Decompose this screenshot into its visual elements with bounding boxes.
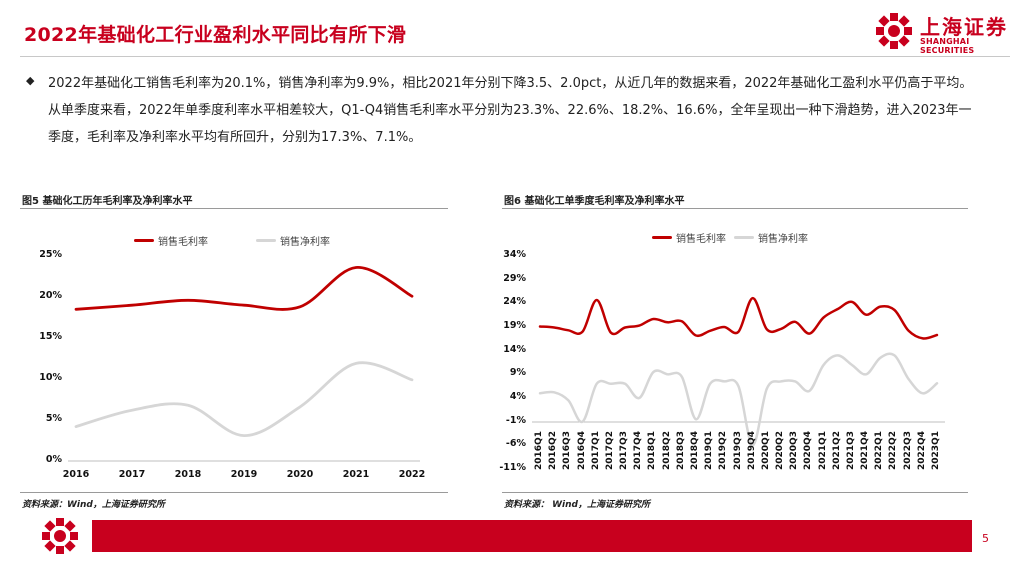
- chart2-ytick: -6%: [505, 438, 526, 450]
- chart2-gross-margin-line: [538, 296, 939, 340]
- chart2-source: 资料来源： Wind，上海证券研究所: [504, 500, 650, 510]
- chart2-xtick: 2016Q2: [548, 431, 559, 470]
- logo-emblem-icon: [876, 13, 912, 49]
- chart2-xtick: 2018Q1: [647, 431, 658, 470]
- chart2-xtick: 2021Q2: [831, 431, 842, 470]
- bullet-icon: ◆: [26, 74, 35, 87]
- footer-emblem-icon: [42, 518, 78, 554]
- chart1-xtick: 2022: [398, 469, 426, 480]
- chart2-xtick: 2017Q4: [633, 431, 644, 470]
- chart2-xtick: 2020Q4: [803, 431, 814, 470]
- chart1-xtick: 2021: [342, 469, 370, 480]
- chart1-xtick: 2016: [62, 469, 90, 480]
- chart1-ytick: 5%: [45, 413, 62, 424]
- logo-name-en: SHANGHAI SECURITIES: [920, 37, 975, 55]
- chart2-xtick: 2018Q4: [689, 431, 700, 470]
- chart1-ytick: 25%: [39, 249, 62, 260]
- chart1-ytick: 20%: [39, 290, 62, 301]
- footer-bar: [92, 520, 972, 552]
- brand-logo: 上海证券 SHANGHAI SECURITIES: [874, 8, 1014, 55]
- chart1-legend-gross: 销售毛利率: [134, 233, 208, 248]
- chart2-xtick: 2022Q3: [902, 431, 913, 470]
- chart1-source: 资料来源：Wind，上海证券研究所: [22, 500, 165, 510]
- chart2-xtick: 2017Q3: [619, 431, 630, 470]
- chart2-legend-gross: 销售毛利率: [652, 230, 726, 245]
- chart1-title: 图5 基础化工历年毛利率及净利率水平: [22, 196, 193, 207]
- chart1-net-margin-line: [74, 361, 414, 438]
- chart2-xtick: 2023Q1: [931, 431, 941, 470]
- chart2-xtick: 2016Q1: [534, 431, 544, 470]
- chart2-ytick: 4%: [509, 391, 526, 402]
- chart2-xtick: 2022Q4: [916, 431, 927, 470]
- chart2-title: 图6 基础化工单季度毛利率及净利率水平: [504, 196, 685, 207]
- chart2-xtick: 2022Q1: [874, 431, 885, 470]
- chart2-ytick: 34%: [503, 249, 526, 260]
- chart2-net-margin-line: [538, 352, 939, 447]
- page-number: 5: [982, 532, 989, 545]
- chart1-xtick: 2019: [230, 469, 258, 480]
- page-title: 2022年基础化工行业盈利水平同比有所下滑: [24, 24, 407, 46]
- chart2-xtick: 2018Q3: [675, 431, 686, 470]
- chart1-xtick: 2017: [118, 469, 146, 480]
- chart2-ytick: 14%: [503, 343, 526, 355]
- chart2-xtick: 2020Q2: [775, 431, 786, 470]
- chart1-ytick: 0%: [45, 454, 62, 465]
- chart2-xtick: 2019Q1: [704, 431, 715, 470]
- chart2-xtick: 2018Q2: [661, 431, 672, 470]
- chart2-ytick: -1%: [505, 414, 526, 426]
- chart2-ytick: 9%: [509, 367, 526, 379]
- chart2-bottom-rule: [502, 492, 968, 493]
- chart2-xtick: 2020Q3: [789, 431, 800, 470]
- chart2-xtick: 2021Q1: [817, 431, 828, 470]
- chart1-legend-net: 销售净利率: [256, 233, 330, 248]
- chart2-xtick: 2019Q4: [746, 431, 757, 470]
- chart2-xtick: 2019Q3: [732, 431, 743, 470]
- chart2-ytick: 24%: [503, 296, 526, 308]
- chart1-gross-margin-line: [74, 266, 414, 311]
- logo-name-cn: 上海证券: [920, 15, 1008, 39]
- chart2-xtick: 2017Q1: [590, 431, 601, 470]
- chart2-xtick: 2016Q3: [562, 431, 573, 470]
- chart1-xtick: 2020: [286, 469, 314, 480]
- chart2-xtick: 2021Q4: [860, 431, 871, 470]
- chart1-ytick: 10%: [39, 372, 62, 383]
- chart2-xtick: 2016Q4: [576, 431, 587, 470]
- chart2-ytick: -11%: [499, 462, 526, 473]
- chart2-ytick: 19%: [503, 320, 526, 331]
- chart1-xtick: 2018: [174, 469, 202, 480]
- chart2-legend-net: 销售净利率: [734, 230, 808, 245]
- chart2-xtick: 2020Q1: [760, 431, 771, 470]
- chart2-xtick: 2021Q3: [845, 431, 856, 470]
- chart1-ytick: 15%: [39, 331, 62, 342]
- chart2-xtick: 2017Q2: [604, 431, 615, 470]
- chart1-bottom-rule: [20, 492, 448, 493]
- chart2-xtick: 2022Q2: [888, 431, 899, 470]
- title-divider: [20, 56, 1010, 57]
- chart2-ytick: 29%: [503, 272, 526, 284]
- chart1-top-rule: [20, 208, 448, 209]
- summary-paragraph: 2022年基础化工销售毛利率为20.1%，销售净利率为9.9%，相比2021年分…: [48, 76, 973, 145]
- chart2-xtick: 2019Q2: [718, 431, 729, 470]
- chart2-top-rule: [502, 208, 968, 209]
